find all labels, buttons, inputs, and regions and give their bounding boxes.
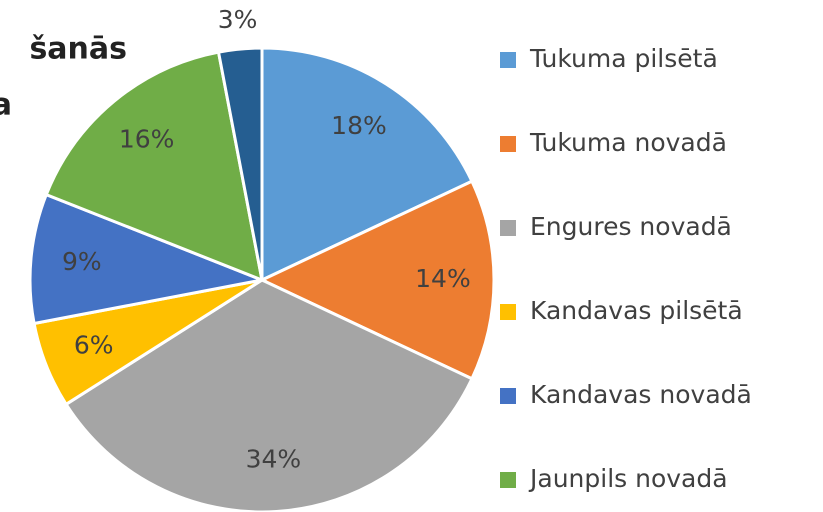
data-label: 18% [331, 111, 387, 140]
data-label: 9% [62, 247, 102, 276]
legend-swatch [500, 472, 516, 488]
pie-slice [44, 50, 264, 283]
title-line: šanās [29, 32, 127, 67]
data-label: 14% [415, 264, 471, 293]
legend-label: Kandavas novadā [530, 380, 752, 409]
legend-label: Tukuma novadā [529, 128, 727, 157]
pie-slice [28, 192, 268, 326]
legend-swatch [500, 220, 516, 236]
legend-label: Jaunpils novadā [528, 464, 728, 493]
legend-label: Kandavas pilsētā [530, 296, 743, 325]
data-label: 3% [218, 5, 258, 34]
legend-label: Engures novadā [530, 212, 732, 241]
data-label: 16% [119, 125, 175, 154]
pie-slice [260, 46, 474, 283]
legend-label: Tukuma pilsētā [529, 44, 718, 73]
legend-swatch [500, 388, 516, 404]
legend-swatch [500, 304, 516, 320]
legend-swatch [500, 136, 516, 152]
pie-slice [258, 179, 496, 381]
data-label: 34% [246, 445, 302, 474]
data-label: 6% [74, 331, 114, 360]
pie-slice [216, 46, 264, 281]
title-line: a [0, 88, 12, 123]
legend-swatch [500, 52, 516, 68]
